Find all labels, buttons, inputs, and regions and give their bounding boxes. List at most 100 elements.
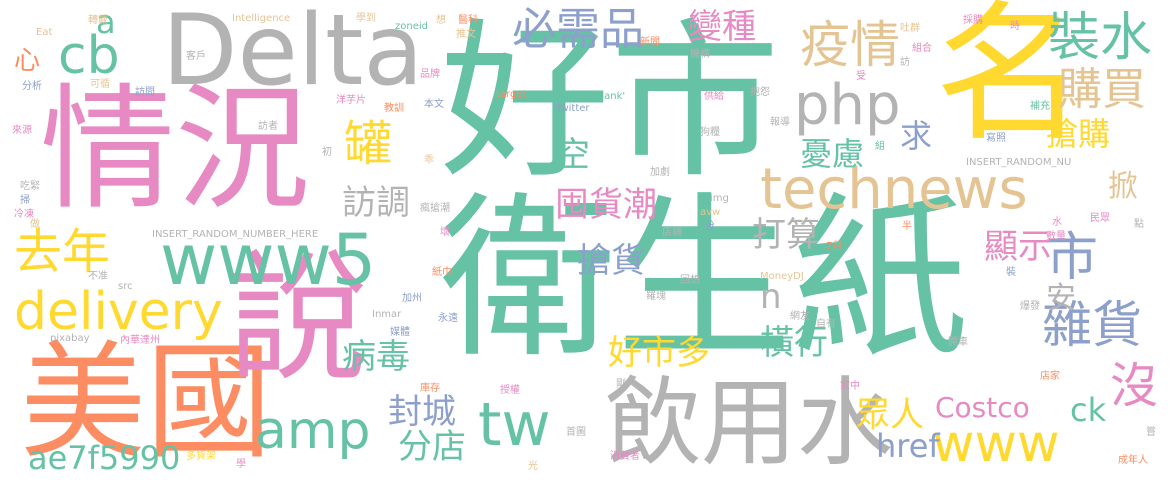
word: 購買	[1058, 64, 1146, 115]
word: 情況	[40, 71, 310, 228]
word: 罐	[344, 116, 393, 172]
word: 安	[1046, 281, 1076, 316]
word: 囤貨潮	[555, 185, 657, 225]
word: Delta	[162, 0, 424, 108]
word: pixabay	[50, 333, 90, 344]
word: 憂慮	[800, 135, 865, 173]
word: 訪問	[135, 87, 155, 98]
word: 成年人	[1118, 455, 1148, 466]
word: 說	[228, 238, 369, 401]
word: 組合	[912, 43, 932, 54]
word: src	[118, 281, 133, 292]
word: 變種	[688, 7, 756, 47]
word: 瘋搶潮	[420, 203, 450, 214]
word: Inmar	[372, 309, 402, 320]
word: 水	[1052, 217, 1062, 228]
word: 自有	[816, 319, 836, 330]
word: ae7f5990	[28, 439, 181, 477]
word: 沒	[1110, 358, 1159, 414]
word: 吃緊	[20, 181, 40, 192]
word: 分店	[398, 427, 466, 467]
word: 裝	[1006, 267, 1016, 278]
word: Costco	[935, 391, 1030, 424]
word: 訪	[900, 57, 910, 68]
word: 數量	[1046, 231, 1066, 242]
word: 好市	[440, 4, 781, 202]
word: 橫行	[760, 323, 828, 363]
word: 受	[856, 71, 866, 82]
word: target	[496, 89, 527, 100]
word: 品牌	[420, 69, 440, 80]
word: 初	[322, 147, 332, 158]
word: Eat	[36, 27, 53, 38]
word: zoneid	[395, 21, 428, 32]
word: 抱怨	[750, 87, 770, 98]
word: 轉載	[88, 15, 108, 26]
word: avw	[700, 207, 721, 218]
word: 教訓	[384, 103, 404, 114]
word: 加劇	[650, 167, 670, 178]
word: 供給	[704, 91, 724, 102]
word: 做	[30, 219, 40, 230]
word: 補充	[1030, 101, 1050, 112]
word: 醫科	[458, 15, 478, 26]
word: amp	[255, 401, 371, 461]
word: 多貨架	[186, 451, 216, 462]
word: 7月	[826, 241, 843, 252]
word: 求	[900, 117, 933, 155]
word: href	[876, 427, 940, 465]
word: 內華達州	[120, 335, 160, 346]
word: 永遠	[438, 313, 458, 324]
word: 搶購	[1046, 115, 1111, 153]
word: MoneyDJ	[760, 271, 804, 282]
word: 網友	[790, 311, 810, 322]
word: 乖	[424, 155, 434, 166]
word: www	[932, 414, 1060, 474]
word: delivery	[14, 282, 223, 342]
word: 雜貨	[1042, 296, 1142, 354]
word: 名	[935, 0, 1086, 162]
word: 病毒	[342, 337, 410, 377]
word: 心	[14, 46, 41, 76]
word: 加州	[402, 293, 422, 304]
word: _blank'	[590, 91, 626, 102]
word: 可循	[90, 79, 110, 90]
word: 羅塊	[646, 291, 666, 302]
word: 市	[1046, 228, 1099, 288]
word: 疫情	[800, 16, 900, 74]
word: cb	[58, 26, 120, 86]
word: INSERT_RANDOM_NUMBER_HERE	[152, 229, 319, 240]
word: tw	[478, 390, 551, 460]
word: www5	[160, 219, 377, 301]
word: Twitter	[556, 103, 590, 114]
word: 爆發	[1020, 301, 1040, 312]
word: 媒體	[390, 327, 410, 338]
word: 必需品	[512, 4, 644, 55]
word: 嘗	[1146, 427, 1156, 438]
word: 壞	[440, 227, 450, 238]
word: 紙巾	[432, 267, 452, 278]
word: 學	[236, 459, 246, 470]
word: 洋芋片	[336, 95, 366, 106]
word: img	[710, 193, 729, 204]
word: 吐群	[900, 23, 920, 34]
word: INSERT_RANDOM_NU	[966, 157, 1072, 168]
word: 半	[902, 221, 912, 232]
word: 顯示	[984, 227, 1052, 267]
word: 剛	[616, 379, 626, 390]
word: 時	[1010, 21, 1020, 32]
word: 點	[1134, 219, 1144, 230]
word: 搶貨	[577, 241, 645, 281]
word: 報導	[770, 117, 790, 128]
word: 首圖	[566, 427, 586, 438]
word: 學到	[356, 13, 376, 24]
word: 寫照	[986, 133, 1006, 144]
word: 好市多	[608, 333, 710, 373]
word: 來源	[12, 125, 32, 136]
word: 想	[436, 15, 446, 26]
word: ck	[1070, 391, 1107, 429]
word: 冷凍	[14, 209, 34, 220]
word: 組	[875, 141, 885, 152]
word: a	[96, 3, 116, 41]
